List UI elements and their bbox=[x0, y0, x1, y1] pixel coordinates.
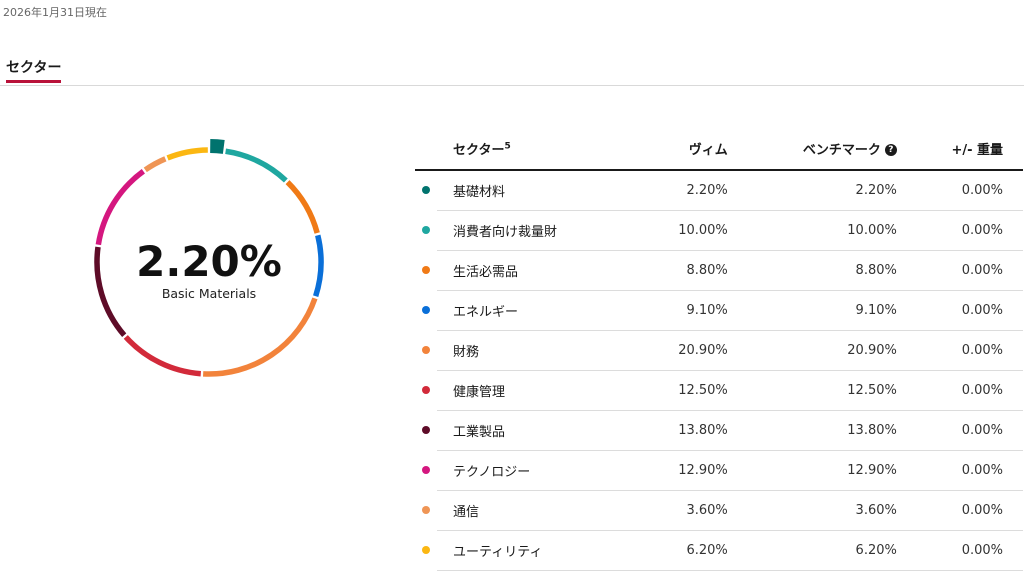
sector-name: 通信 bbox=[437, 490, 645, 531]
table-row[interactable]: 基礎材料 2.20% 2.20% 0.00% bbox=[415, 170, 1023, 211]
donut-slice-7[interactable] bbox=[94, 246, 127, 337]
table-row[interactable]: 生活必需品 8.80% 8.80% 0.00% bbox=[415, 250, 1023, 291]
benchmark-weight: 3.60% bbox=[747, 490, 917, 531]
header-sector-label: セクター bbox=[453, 142, 505, 158]
sector-name: エネルギー bbox=[437, 290, 645, 331]
table-row[interactable]: 通信 3.60% 3.60% 0.00% bbox=[415, 490, 1023, 531]
table-row[interactable]: 工業製品 13.80% 13.80% 0.00% bbox=[415, 410, 1023, 451]
header-weight-diff: +/- 重量 bbox=[916, 127, 1023, 171]
weight-difference: 0.00% bbox=[916, 290, 1023, 331]
legend-dot-cell bbox=[415, 491, 437, 531]
benchmark-weight: 12.90% bbox=[747, 450, 917, 491]
sector-name: 工業製品 bbox=[437, 410, 645, 451]
selected-sector-label: Basic Materials bbox=[162, 286, 256, 301]
benchmark-weight: 12.50% bbox=[747, 370, 917, 411]
donut-slice-10[interactable] bbox=[166, 147, 208, 161]
weight-difference: 0.00% bbox=[916, 370, 1023, 411]
weight-difference: 0.00% bbox=[916, 490, 1023, 531]
weight-difference: 0.00% bbox=[916, 250, 1023, 291]
sector-name: 生活必需品 bbox=[437, 250, 645, 291]
vim-weight: 13.80% bbox=[644, 410, 748, 451]
vim-weight: 6.20% bbox=[644, 530, 748, 571]
header-benchmark: ベンチマーク? bbox=[747, 127, 917, 171]
weight-difference: 0.00% bbox=[916, 330, 1023, 371]
legend-dot-icon bbox=[422, 346, 430, 354]
weight-difference: 0.00% bbox=[916, 450, 1023, 491]
weight-difference: 0.00% bbox=[916, 210, 1023, 251]
legend-dot-cell bbox=[415, 371, 437, 411]
legend-dot-icon bbox=[422, 226, 430, 234]
benchmark-weight: 2.20% bbox=[747, 170, 917, 211]
legend-dot-icon bbox=[422, 266, 430, 274]
legend-dot-cell bbox=[415, 531, 437, 571]
legend-dot-icon bbox=[422, 306, 430, 314]
benchmark-weight: 9.10% bbox=[747, 290, 917, 331]
vim-weight: 3.60% bbox=[644, 490, 748, 531]
as-of-date: 2026年1月31日現在 bbox=[3, 6, 107, 19]
sector-name: テクノロジー bbox=[437, 450, 645, 491]
legend-dot-cell bbox=[415, 211, 437, 251]
table-row[interactable]: テクノロジー 12.90% 12.90% 0.00% bbox=[415, 450, 1023, 491]
sector-name: 財務 bbox=[437, 330, 645, 371]
tab-bar: セクター bbox=[0, 52, 1024, 86]
sector-name: 消費者向け裁量財 bbox=[437, 210, 645, 251]
vim-weight: 8.80% bbox=[644, 250, 748, 291]
benchmark-weight: 13.80% bbox=[747, 410, 917, 451]
legend-dot-cell bbox=[415, 451, 437, 491]
donut-slice-8[interactable] bbox=[95, 169, 145, 246]
donut-slice-3[interactable] bbox=[285, 180, 320, 234]
header-sector: セクター5 bbox=[415, 127, 645, 171]
table-row[interactable]: エネルギー 9.10% 9.10% 0.00% bbox=[415, 290, 1023, 331]
legend-dot-cell bbox=[415, 251, 437, 291]
benchmark-weight: 10.00% bbox=[747, 210, 917, 251]
legend-dot-icon bbox=[422, 426, 430, 434]
legend-dot-cell bbox=[415, 331, 437, 371]
donut-slice-4[interactable] bbox=[313, 234, 324, 298]
table-row[interactable]: 消費者向け裁量財 10.00% 10.00% 0.00% bbox=[415, 210, 1023, 251]
vim-weight: 12.90% bbox=[644, 450, 748, 491]
donut-slice-5[interactable] bbox=[202, 297, 318, 377]
legend-dot-icon bbox=[422, 506, 430, 514]
legend-dot-icon bbox=[422, 466, 430, 474]
active-tab-indicator bbox=[6, 80, 61, 83]
benchmark-weight: 8.80% bbox=[747, 250, 917, 291]
vim-weight: 10.00% bbox=[644, 210, 748, 251]
tab-sector[interactable]: セクター bbox=[6, 60, 62, 76]
legend-dot-cell bbox=[415, 411, 437, 451]
vim-weight: 2.20% bbox=[644, 170, 748, 211]
header-benchmark-label: ベンチマーク bbox=[802, 142, 881, 158]
legend-dot-cell bbox=[415, 291, 437, 331]
table-row[interactable]: 財務 20.90% 20.90% 0.00% bbox=[415, 330, 1023, 371]
header-vim: ヴィム bbox=[644, 127, 748, 171]
table-row[interactable]: ユーティリティ 6.20% 6.20% 0.00% bbox=[415, 530, 1023, 571]
sector-name: 健康管理 bbox=[437, 370, 645, 411]
donut-slice-1[interactable] bbox=[210, 139, 225, 154]
sector-name: 基礎材料 bbox=[437, 170, 645, 211]
donut-slice-2[interactable] bbox=[225, 148, 288, 183]
vim-weight: 12.50% bbox=[644, 370, 748, 411]
donut-slice-9[interactable] bbox=[143, 156, 167, 173]
legend-dot-icon bbox=[422, 186, 430, 195]
vim-weight: 9.10% bbox=[644, 290, 748, 331]
legend-dot-cell bbox=[415, 170, 437, 211]
sector-name: ユーティリティ bbox=[437, 530, 645, 571]
table-row[interactable]: 健康管理 12.50% 12.50% 0.00% bbox=[415, 370, 1023, 411]
footnote-marker: 5 bbox=[504, 141, 511, 152]
selected-sector-percentage: 2.20% bbox=[136, 237, 282, 286]
table-header-row: セクター5 ヴィム ベンチマーク? +/- 重量 bbox=[415, 127, 1023, 171]
donut-slice-6[interactable] bbox=[123, 335, 202, 377]
legend-dot-icon bbox=[422, 386, 430, 394]
weight-difference: 0.00% bbox=[916, 170, 1023, 211]
vim-weight: 20.90% bbox=[644, 330, 748, 371]
weight-difference: 0.00% bbox=[916, 410, 1023, 451]
legend-dot-icon bbox=[422, 546, 430, 554]
weight-difference: 0.00% bbox=[916, 530, 1023, 571]
donut-svg: 2.20% Basic Materials bbox=[94, 139, 324, 377]
benchmark-weight: 20.90% bbox=[747, 330, 917, 371]
sector-table: セクター5 ヴィム ベンチマーク? +/- 重量 基礎材料 2.20% 2.20% 0… bbox=[415, 127, 1023, 571]
sector-donut-chart: 2.20% Basic Materials bbox=[84, 130, 334, 394]
help-icon[interactable]: ? bbox=[884, 144, 897, 156]
benchmark-weight: 6.20% bbox=[747, 530, 917, 571]
